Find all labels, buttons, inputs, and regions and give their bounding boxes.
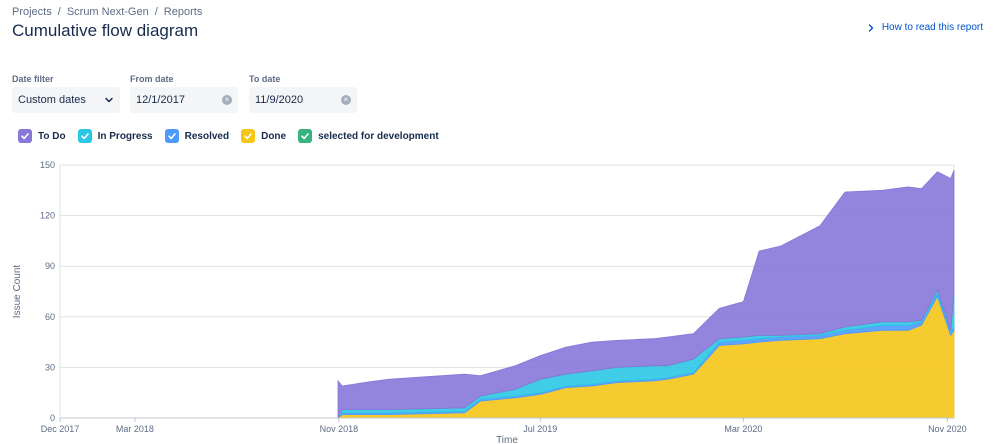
x-axis-label: Time bbox=[496, 435, 518, 444]
clear-to-date-icon[interactable]: × bbox=[341, 95, 351, 105]
legend-toggle-done[interactable]: Done bbox=[241, 129, 286, 143]
breadcrumb: Projects / Scrum Next-Gen / Reports bbox=[12, 6, 202, 18]
y-tick-label: 0 bbox=[50, 413, 55, 423]
x-tick-label: Jul 2019 bbox=[523, 424, 557, 434]
legend-label: In Progress bbox=[97, 130, 153, 142]
breadcrumb-reports[interactable]: Reports bbox=[163, 6, 203, 18]
y-tick-label: 90 bbox=[45, 261, 55, 271]
to-date-label: To date bbox=[249, 74, 281, 84]
legend-label: Resolved bbox=[184, 130, 230, 142]
chart-areas bbox=[336, 169, 955, 419]
to-date-value: 11/9/2020 bbox=[255, 94, 304, 106]
breadcrumb-separator: / bbox=[154, 6, 158, 18]
y-tick-label: 120 bbox=[40, 211, 55, 221]
y-axis-label: Issue Count bbox=[12, 265, 23, 319]
x-tick-label: Mar 2018 bbox=[116, 424, 154, 434]
legend-label: To Do bbox=[38, 130, 66, 142]
legend-toggle-to-do[interactable]: To Do bbox=[18, 129, 66, 143]
to-date-field[interactable]: 11/9/2020 × bbox=[249, 87, 357, 113]
series-area-to-do bbox=[337, 169, 955, 419]
date-filter-select[interactable]: Custom dates bbox=[12, 87, 120, 113]
y-tick-label: 150 bbox=[40, 160, 55, 170]
how-to-read-link[interactable]: How to read this report bbox=[866, 22, 983, 33]
checkbox-checked-icon[interactable] bbox=[164, 129, 179, 143]
cumulative-flow-chart: 0 30 60 90 120 150 Dec 2017 Mar 2018 Nov 2018 Jul… bbox=[12, 160, 967, 444]
clear-from-date-icon[interactable]: × bbox=[222, 95, 232, 105]
x-tick-label: Nov 2018 bbox=[320, 424, 359, 434]
breadcrumb-separator: / bbox=[57, 6, 61, 18]
breadcrumb-project[interactable]: Scrum Next-Gen bbox=[66, 6, 149, 18]
y-tick-label: 60 bbox=[45, 312, 55, 322]
chart-legend: To Do In Progress Resolved Done selected… bbox=[18, 129, 451, 143]
checkbox-checked-icon[interactable] bbox=[241, 129, 256, 143]
legend-toggle-selected-for-development[interactable]: selected for development bbox=[298, 129, 439, 143]
legend-label: Done bbox=[261, 130, 287, 142]
legend-toggle-resolved[interactable]: Resolved bbox=[164, 129, 230, 143]
date-filter-label: Date filter bbox=[12, 74, 54, 84]
from-date-field[interactable]: 12/1/2017 × bbox=[130, 87, 238, 113]
legend-toggle-in-progress[interactable]: In Progress bbox=[77, 129, 153, 143]
x-tick-label: Mar 2020 bbox=[724, 424, 762, 434]
checkbox-checked-icon[interactable] bbox=[298, 129, 313, 143]
from-date-label: From date bbox=[130, 74, 174, 84]
page-title: Cumulative flow diagram bbox=[12, 21, 199, 40]
checkbox-checked-icon[interactable] bbox=[77, 129, 92, 143]
chart-axes: 0 30 60 90 120 150 Dec 2017 Mar 2018 Nov 2018 Jul… bbox=[12, 160, 967, 444]
date-filter-value: Custom dates bbox=[18, 94, 86, 106]
y-tick-label: 30 bbox=[45, 362, 55, 372]
chevron-down-icon bbox=[105, 97, 113, 103]
breadcrumb-projects[interactable]: Projects bbox=[12, 6, 52, 18]
from-date-value: 12/1/2017 bbox=[136, 94, 185, 106]
x-tick-label: Dec 2017 bbox=[41, 424, 80, 434]
how-to-read-label: How to read this report bbox=[881, 22, 983, 33]
chevron-right-icon bbox=[868, 23, 874, 32]
checkbox-checked-icon[interactable] bbox=[18, 129, 32, 143]
x-tick-label: Nov 2020 bbox=[928, 424, 967, 434]
legend-label: selected for development bbox=[318, 130, 439, 142]
